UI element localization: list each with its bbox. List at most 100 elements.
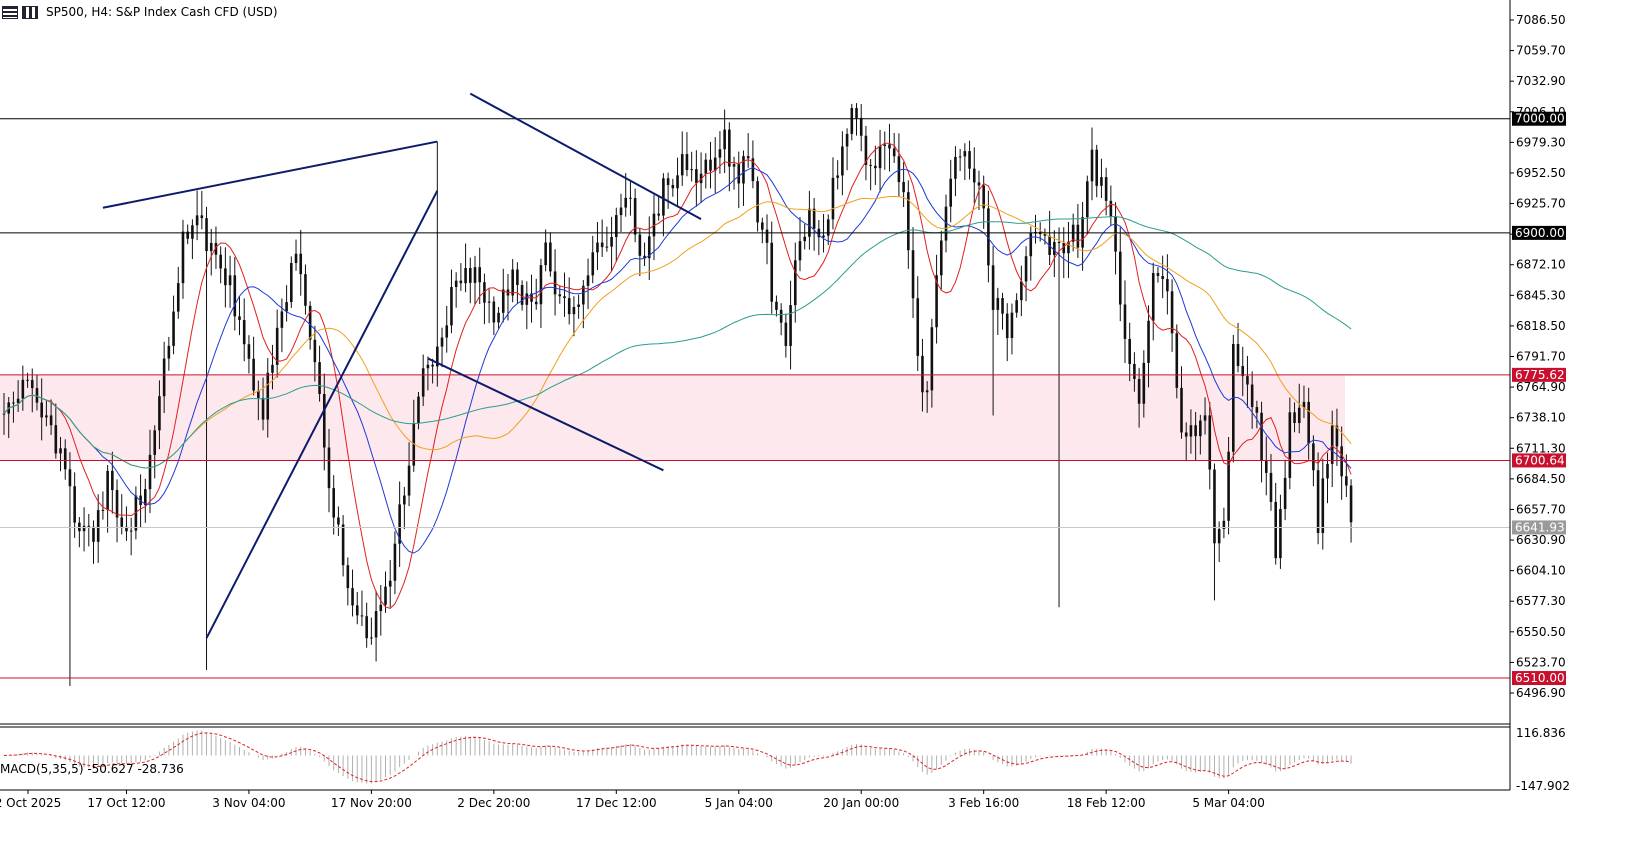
candle-body <box>341 524 345 566</box>
candle-body <box>657 213 660 216</box>
candle-body <box>558 294 562 297</box>
candle-body <box>855 107 858 119</box>
candle-body <box>337 517 340 525</box>
x-tick-label: 5 Jan 04:00 <box>705 796 773 810</box>
trendlines[interactable] <box>102 92 702 639</box>
candle-body <box>464 268 467 284</box>
candle-body <box>261 397 265 420</box>
candle-body <box>633 198 637 235</box>
candle-body <box>671 184 675 189</box>
candle-body <box>647 236 651 259</box>
candle-body <box>304 274 307 306</box>
candle-body <box>695 169 698 184</box>
candle-body <box>808 208 811 237</box>
candle-body <box>586 275 590 286</box>
candle-body <box>1095 149 1099 186</box>
candle-body <box>2 413 6 415</box>
candle-body <box>1118 251 1122 305</box>
candle-body <box>732 164 736 167</box>
candle-body <box>403 495 406 505</box>
candle-body <box>125 526 128 532</box>
candle-body <box>864 135 868 165</box>
candle-body <box>1166 279 1169 292</box>
ma-line-blue <box>3 167 1352 554</box>
x-tick-label: 18 Feb 12:00 <box>1067 796 1146 810</box>
candle-body <box>718 149 722 158</box>
x-tick-label: 17 Dec 12:00 <box>576 796 657 810</box>
candle-body <box>191 225 194 239</box>
current-price-box <box>1512 520 1566 535</box>
candle-body <box>699 173 703 184</box>
candle-body <box>902 182 905 193</box>
candle-body <box>987 208 990 266</box>
horizontal-levels[interactable] <box>0 118 1510 679</box>
candle-body <box>544 242 547 266</box>
candle-body <box>492 301 496 323</box>
candle-body <box>45 415 48 418</box>
candle-body <box>271 364 274 373</box>
candle-body <box>572 306 576 315</box>
candle-body <box>1156 273 1160 276</box>
candle-body <box>939 240 943 276</box>
candle-body <box>16 398 20 404</box>
candle-body <box>1217 529 1221 544</box>
candle-body <box>1128 338 1131 364</box>
candle-body <box>379 604 383 612</box>
candle-body <box>1161 275 1164 280</box>
candle-body <box>789 305 792 346</box>
candle-body <box>92 526 95 542</box>
candle-body <box>798 241 802 261</box>
trendline <box>469 92 702 221</box>
candle-body <box>728 129 731 167</box>
candle-body <box>1109 200 1113 217</box>
candle-body <box>158 396 161 431</box>
menu-icon[interactable] <box>2 5 18 19</box>
candle-body <box>1170 291 1174 334</box>
candle-body <box>892 148 896 157</box>
candle-body <box>690 169 693 171</box>
y-tick-label: 6577.30 <box>1516 594 1566 608</box>
candle-body <box>850 107 854 134</box>
candle-body <box>87 525 91 527</box>
candle-body <box>247 344 251 359</box>
candle-body <box>1175 333 1179 388</box>
candle-body <box>96 510 100 542</box>
candle-body <box>1330 425 1334 464</box>
candle-body <box>822 235 825 238</box>
candle-body <box>1020 281 1023 301</box>
candle-body <box>1227 451 1230 521</box>
candle-body <box>911 250 915 299</box>
support-resistance-zone <box>0 374 1345 461</box>
candle-body <box>40 402 43 418</box>
candle-body <box>600 242 604 248</box>
chart-type-icon[interactable] <box>22 5 38 19</box>
level-label-box <box>1512 367 1566 382</box>
candle-body <box>972 168 976 183</box>
candle-body <box>318 362 321 394</box>
candle-body <box>567 298 571 315</box>
candle-body <box>501 289 505 313</box>
candle-body <box>181 231 185 284</box>
candle-body <box>355 605 359 616</box>
candle-body <box>977 182 981 186</box>
candle-body <box>35 388 39 403</box>
candle-body <box>365 616 368 639</box>
candle-body <box>1222 520 1226 530</box>
candle-body <box>186 231 189 239</box>
candle-body <box>761 222 764 230</box>
candle-body <box>1241 366 1245 377</box>
candle-body <box>153 430 157 455</box>
level-label-box <box>1512 453 1566 468</box>
candle-body <box>242 320 246 345</box>
candle-body <box>351 588 354 606</box>
candle-body <box>1260 412 1263 461</box>
candle-body <box>1264 460 1268 473</box>
candle-body <box>869 164 872 166</box>
candle-body <box>676 175 679 189</box>
candle-body <box>539 265 543 305</box>
candle-body <box>144 489 147 506</box>
macd-signal-line <box>3 732 1352 783</box>
candle-body <box>812 208 816 229</box>
current-price-label: 6641.93 <box>1515 520 1565 534</box>
